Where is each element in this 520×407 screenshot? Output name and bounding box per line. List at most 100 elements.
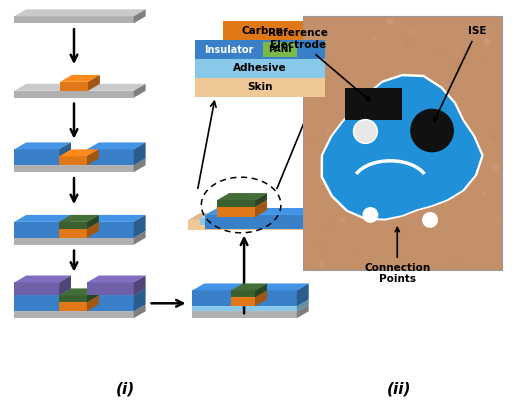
Circle shape bbox=[427, 42, 431, 44]
Circle shape bbox=[310, 163, 316, 169]
Circle shape bbox=[395, 82, 399, 86]
Circle shape bbox=[455, 63, 460, 68]
Polygon shape bbox=[231, 291, 267, 298]
Polygon shape bbox=[297, 304, 309, 318]
Polygon shape bbox=[217, 193, 267, 200]
Polygon shape bbox=[217, 200, 255, 207]
Circle shape bbox=[484, 56, 488, 60]
Polygon shape bbox=[255, 283, 267, 298]
Polygon shape bbox=[15, 16, 134, 23]
Polygon shape bbox=[320, 211, 332, 225]
Polygon shape bbox=[15, 276, 71, 282]
Circle shape bbox=[340, 217, 346, 223]
Text: PANi: PANi bbox=[268, 45, 292, 54]
Polygon shape bbox=[59, 289, 71, 311]
Circle shape bbox=[362, 140, 370, 148]
Bar bbox=[223, 21, 303, 40]
Polygon shape bbox=[15, 289, 71, 295]
Circle shape bbox=[356, 180, 362, 186]
Circle shape bbox=[466, 218, 471, 222]
Polygon shape bbox=[15, 295, 59, 311]
Polygon shape bbox=[60, 75, 100, 82]
Circle shape bbox=[387, 224, 393, 230]
Text: Skin: Skin bbox=[247, 82, 273, 92]
Polygon shape bbox=[15, 91, 134, 98]
Circle shape bbox=[360, 137, 366, 143]
Polygon shape bbox=[59, 276, 71, 295]
Polygon shape bbox=[255, 291, 267, 306]
Polygon shape bbox=[134, 9, 146, 23]
Bar bbox=[196, 40, 324, 59]
Polygon shape bbox=[15, 238, 134, 245]
Circle shape bbox=[322, 247, 326, 250]
Polygon shape bbox=[15, 165, 134, 172]
Circle shape bbox=[448, 79, 455, 87]
Polygon shape bbox=[200, 218, 320, 225]
Polygon shape bbox=[59, 149, 99, 156]
Polygon shape bbox=[192, 306, 297, 311]
Circle shape bbox=[326, 128, 330, 132]
Circle shape bbox=[482, 192, 485, 195]
Circle shape bbox=[396, 137, 404, 144]
Polygon shape bbox=[59, 295, 87, 302]
Circle shape bbox=[310, 61, 313, 64]
Bar bbox=[303, 16, 502, 269]
Polygon shape bbox=[59, 156, 87, 165]
Polygon shape bbox=[188, 213, 345, 220]
Circle shape bbox=[432, 116, 438, 123]
Circle shape bbox=[426, 154, 432, 159]
Polygon shape bbox=[87, 142, 146, 149]
Circle shape bbox=[362, 207, 379, 223]
Circle shape bbox=[329, 155, 332, 158]
Polygon shape bbox=[87, 282, 134, 295]
Polygon shape bbox=[15, 222, 59, 238]
Circle shape bbox=[389, 111, 394, 115]
Circle shape bbox=[387, 18, 394, 25]
Polygon shape bbox=[134, 289, 146, 311]
Circle shape bbox=[365, 108, 370, 112]
Circle shape bbox=[330, 223, 334, 227]
Circle shape bbox=[495, 216, 501, 223]
Circle shape bbox=[392, 77, 395, 81]
Circle shape bbox=[410, 29, 417, 36]
Text: Adhesive: Adhesive bbox=[233, 63, 287, 73]
Polygon shape bbox=[15, 304, 146, 311]
Polygon shape bbox=[15, 215, 71, 222]
Circle shape bbox=[376, 188, 380, 192]
Circle shape bbox=[374, 121, 380, 127]
Circle shape bbox=[418, 179, 420, 182]
Circle shape bbox=[373, 37, 376, 40]
Text: Carbon: Carbon bbox=[242, 26, 284, 36]
Polygon shape bbox=[87, 149, 134, 165]
Polygon shape bbox=[231, 283, 267, 291]
Polygon shape bbox=[15, 231, 146, 238]
Polygon shape bbox=[205, 215, 315, 229]
Circle shape bbox=[320, 243, 324, 247]
Circle shape bbox=[433, 133, 438, 138]
Circle shape bbox=[364, 256, 368, 260]
Polygon shape bbox=[134, 231, 146, 245]
Polygon shape bbox=[188, 220, 333, 230]
Polygon shape bbox=[134, 84, 146, 98]
Circle shape bbox=[404, 39, 410, 46]
Circle shape bbox=[464, 42, 466, 44]
Circle shape bbox=[325, 44, 333, 51]
Circle shape bbox=[421, 233, 426, 239]
Polygon shape bbox=[87, 149, 99, 165]
Circle shape bbox=[455, 260, 460, 265]
Polygon shape bbox=[15, 282, 59, 295]
Polygon shape bbox=[205, 208, 327, 215]
Circle shape bbox=[454, 182, 459, 186]
Polygon shape bbox=[134, 276, 146, 295]
Circle shape bbox=[393, 159, 396, 162]
Circle shape bbox=[324, 20, 327, 23]
Polygon shape bbox=[60, 82, 88, 91]
Circle shape bbox=[415, 120, 418, 123]
Polygon shape bbox=[15, 311, 134, 318]
Polygon shape bbox=[134, 215, 146, 238]
Polygon shape bbox=[134, 304, 146, 318]
Circle shape bbox=[359, 249, 361, 252]
Polygon shape bbox=[87, 215, 146, 222]
Circle shape bbox=[437, 50, 440, 53]
Polygon shape bbox=[333, 213, 345, 230]
